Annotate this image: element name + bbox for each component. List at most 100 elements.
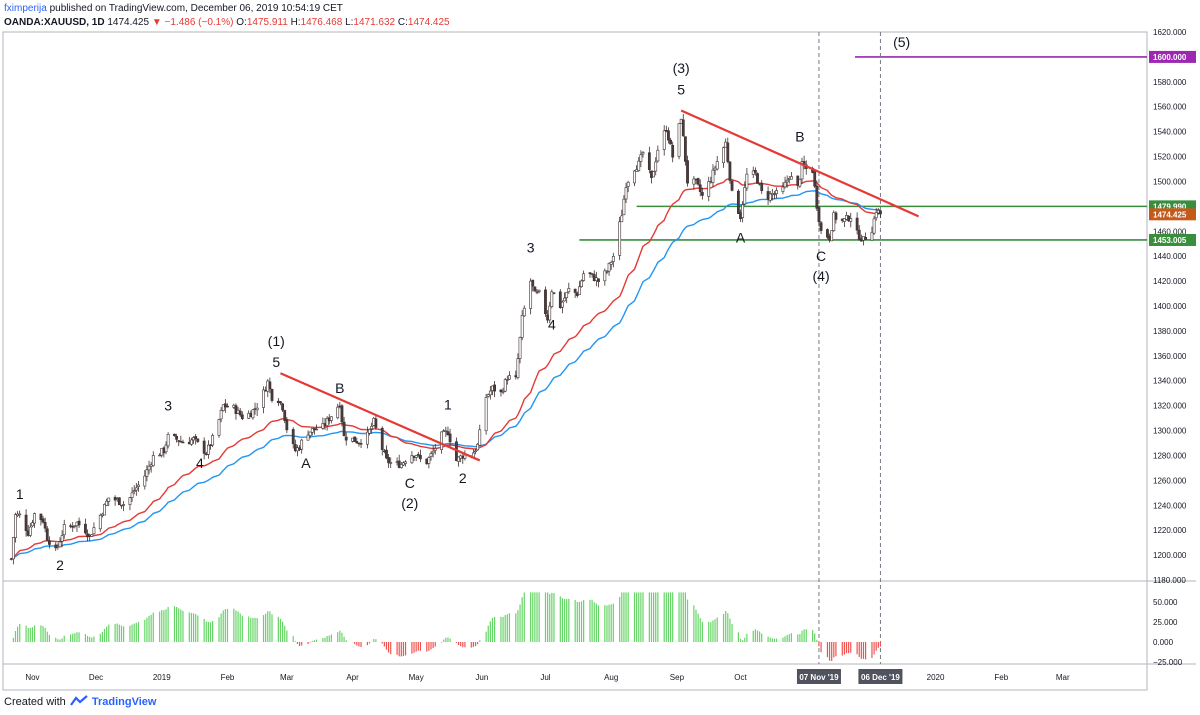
candle [637, 156, 641, 172]
candle-body [58, 541, 62, 548]
candle [357, 442, 361, 447]
oscillator-tick-label: 0.000 [1153, 638, 1174, 647]
chart-border [2, 31, 1148, 691]
candle-body [219, 410, 223, 420]
candle [529, 278, 533, 315]
candle [756, 172, 759, 184]
candle-body [446, 431, 450, 436]
candle-body [565, 291, 569, 298]
candle [607, 262, 611, 276]
price-tag: 1453.005 [1149, 233, 1196, 246]
candle [457, 456, 460, 467]
candle-body [558, 291, 562, 309]
candle [773, 191, 776, 200]
candle-body [577, 286, 581, 295]
candle [416, 451, 420, 458]
low-label: L: [345, 17, 354, 28]
candle-body [457, 456, 460, 462]
candle-body [374, 418, 378, 428]
candle-body [567, 288, 571, 293]
candle [768, 190, 772, 203]
price-tag: 1600.000 [1149, 50, 1196, 63]
candle-body [440, 431, 444, 450]
wave-label: C [405, 475, 415, 491]
price-tag-label: 1474.425 [1153, 210, 1187, 219]
candle [14, 512, 17, 543]
candle-body [662, 130, 666, 150]
candle [879, 210, 882, 219]
price-tick-label: 1520.000 [1153, 153, 1187, 162]
candle [626, 180, 630, 193]
candle [353, 436, 357, 442]
candle [385, 445, 388, 460]
candle-body [132, 490, 136, 492]
candle [567, 282, 571, 294]
candle [577, 280, 581, 295]
open-value: 1475.911 [246, 17, 288, 28]
tradingview-brand[interactable]: TradingView [91, 696, 157, 708]
candle-body [202, 440, 206, 454]
candle-body [864, 237, 868, 240]
candle-body [493, 384, 497, 392]
candle [558, 289, 562, 309]
candle-body [103, 504, 106, 516]
candle [550, 289, 554, 309]
candle-body [217, 419, 221, 436]
candle-body [768, 193, 772, 201]
candle [597, 278, 600, 288]
candle [618, 216, 622, 261]
candle [730, 180, 734, 192]
wave-label: 2 [56, 557, 64, 573]
candle [533, 286, 537, 292]
candle [745, 167, 749, 191]
candle-body [353, 436, 357, 442]
price-tick-label: 1460.000 [1153, 227, 1187, 236]
candle-body [667, 130, 670, 141]
candle-body [173, 433, 176, 436]
candle [667, 127, 670, 144]
candle [832, 210, 836, 232]
time-tick-label: Aug [604, 673, 618, 682]
candle [137, 481, 140, 492]
candle [262, 386, 265, 414]
candle [71, 522, 75, 532]
candle-body [342, 421, 346, 437]
symbol-label[interactable]: OANDA:XAUUSD, 1D [4, 17, 105, 28]
author-name[interactable]: fximperija [4, 3, 47, 14]
candle-body [418, 455, 422, 460]
candle-body [622, 198, 626, 216]
candle-body [681, 119, 685, 137]
candle-body [433, 448, 437, 451]
candle-body [671, 145, 675, 158]
candle [173, 433, 176, 437]
candle-body [781, 186, 785, 192]
candle-body [283, 410, 287, 421]
time-tick-label: Apr [346, 673, 359, 682]
candle-body [234, 405, 238, 414]
time-tick-label: Oct [734, 673, 747, 682]
candle-body [700, 192, 704, 196]
candle [671, 141, 675, 163]
candle [728, 161, 732, 184]
candle [24, 509, 28, 537]
candle-body [488, 390, 492, 396]
candle-body [344, 436, 348, 441]
candle-body [410, 455, 414, 464]
candle [834, 211, 838, 224]
candle [588, 272, 592, 278]
candle [849, 212, 853, 228]
candle-body [444, 430, 448, 433]
candle [683, 136, 687, 166]
candle-body [698, 184, 702, 193]
time-marker-bg [858, 669, 903, 684]
candle-body [325, 418, 329, 427]
wave-label: 4 [196, 455, 204, 471]
candle-body [194, 436, 198, 439]
candle-body [285, 419, 289, 431]
candle-body [548, 305, 552, 321]
candle-body [416, 454, 420, 456]
wave-label: 5 [272, 354, 280, 370]
candle [662, 125, 666, 156]
candle [484, 393, 488, 435]
